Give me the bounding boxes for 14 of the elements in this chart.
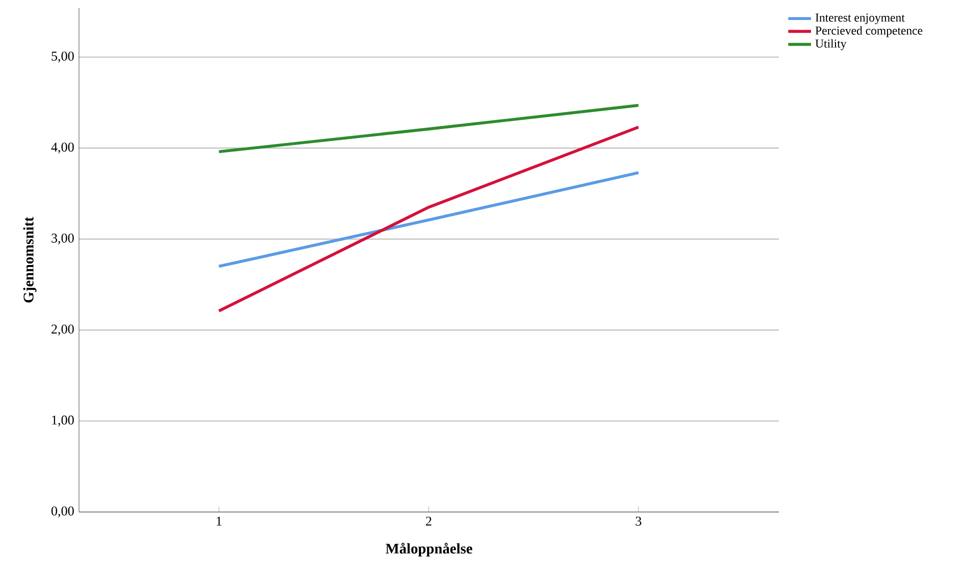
legend-label: Utility <box>815 39 846 50</box>
legend-label: Interest enjoyment <box>816 14 905 24</box>
x-tick-label: 2 <box>426 516 432 526</box>
y-tick-label: 5,00 <box>52 52 74 63</box>
legend-label: Percieved competence <box>815 26 922 38</box>
x-tick-label: 3 <box>636 516 642 526</box>
y-tick-label: 1,00 <box>52 416 74 426</box>
y-tick-label: 4,00 <box>51 142 74 154</box>
y-tick-label: 2,00 <box>52 324 74 336</box>
y-axis-title: Gjennomsnitt <box>23 216 36 302</box>
y-tick-label: 0,00 <box>51 506 74 518</box>
x-tick-label: 1 <box>216 516 222 526</box>
y-tick-label: 3,00 <box>52 234 74 245</box>
x-axis-title: Måloppnåelse <box>386 542 472 557</box>
